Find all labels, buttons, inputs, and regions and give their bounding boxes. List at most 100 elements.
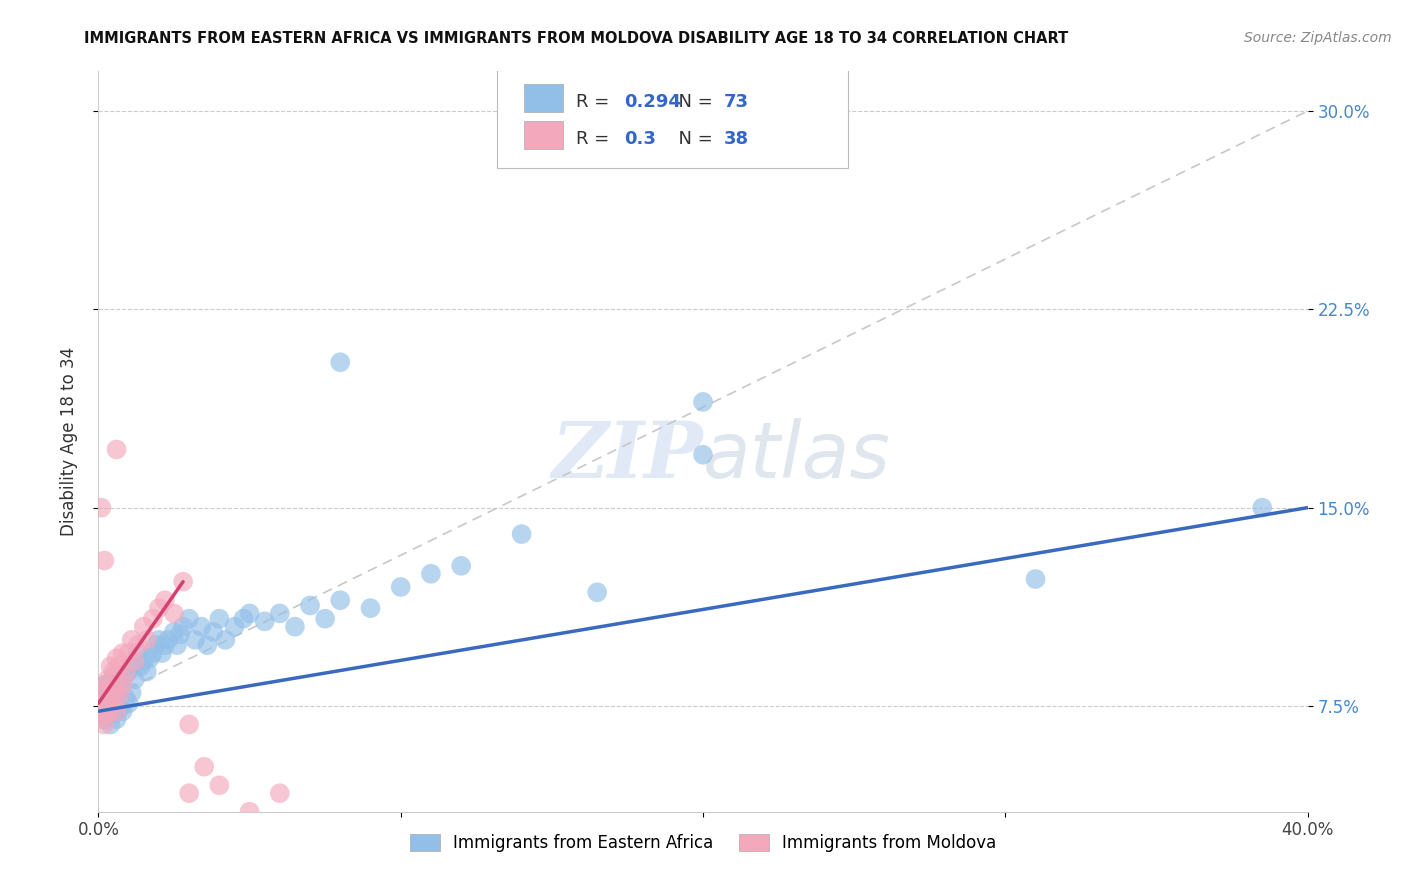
Point bbox=[105, 681, 128, 695]
Point bbox=[329, 593, 352, 607]
Point bbox=[224, 620, 246, 634]
Point bbox=[284, 620, 307, 634]
Point bbox=[111, 678, 134, 692]
Point bbox=[314, 612, 336, 626]
Point bbox=[360, 601, 382, 615]
Point bbox=[179, 786, 201, 800]
Point bbox=[105, 712, 128, 726]
Point bbox=[108, 701, 131, 715]
Point bbox=[129, 659, 152, 673]
Point bbox=[169, 627, 191, 641]
Point bbox=[124, 654, 146, 668]
Point bbox=[269, 607, 291, 621]
Point bbox=[148, 601, 170, 615]
Point bbox=[100, 675, 122, 690]
Point bbox=[105, 651, 128, 665]
Point bbox=[100, 659, 122, 673]
Point bbox=[145, 638, 167, 652]
Point bbox=[299, 599, 322, 613]
Text: ZIP: ZIP bbox=[551, 418, 703, 494]
Point bbox=[202, 624, 225, 639]
Point bbox=[692, 448, 714, 462]
Point bbox=[139, 651, 162, 665]
Point bbox=[105, 694, 128, 708]
Point bbox=[93, 681, 115, 695]
Point bbox=[111, 673, 134, 687]
Text: N =: N = bbox=[666, 130, 718, 148]
Point bbox=[195, 638, 218, 652]
Point bbox=[103, 681, 125, 695]
Text: R =: R = bbox=[576, 130, 614, 148]
FancyBboxPatch shape bbox=[498, 68, 848, 168]
Point bbox=[692, 395, 714, 409]
Point bbox=[90, 701, 112, 715]
Point bbox=[114, 667, 136, 681]
Point bbox=[114, 691, 136, 706]
Point bbox=[111, 646, 134, 660]
Point bbox=[90, 500, 112, 515]
Point bbox=[208, 778, 231, 792]
Point bbox=[108, 673, 131, 687]
Point bbox=[93, 678, 115, 692]
Point bbox=[96, 673, 118, 687]
Point bbox=[148, 632, 170, 647]
Point bbox=[142, 646, 165, 660]
Point bbox=[118, 696, 141, 710]
Point bbox=[329, 355, 352, 369]
Point bbox=[121, 686, 143, 700]
Point bbox=[389, 580, 412, 594]
Point bbox=[121, 632, 143, 647]
Point bbox=[132, 654, 155, 668]
Point bbox=[166, 638, 188, 652]
Point bbox=[93, 712, 115, 726]
Point bbox=[135, 665, 157, 679]
Point bbox=[156, 632, 179, 647]
FancyBboxPatch shape bbox=[524, 84, 562, 112]
Text: N =: N = bbox=[666, 94, 718, 112]
Point bbox=[90, 689, 112, 703]
Point bbox=[114, 667, 136, 681]
Point bbox=[93, 704, 115, 718]
Point bbox=[153, 593, 176, 607]
Point bbox=[93, 553, 115, 567]
Point bbox=[184, 632, 207, 647]
Point bbox=[124, 673, 146, 687]
Point bbox=[214, 632, 236, 647]
Point bbox=[90, 706, 112, 721]
Point bbox=[127, 638, 149, 652]
Point bbox=[179, 612, 201, 626]
Point bbox=[1251, 500, 1274, 515]
Point bbox=[586, 585, 609, 599]
Text: 0.3: 0.3 bbox=[624, 130, 657, 148]
Point bbox=[179, 717, 201, 731]
Point bbox=[100, 717, 122, 731]
Text: atlas: atlas bbox=[703, 418, 891, 494]
Point bbox=[1024, 572, 1046, 586]
Point bbox=[96, 694, 118, 708]
Point bbox=[103, 698, 125, 713]
Point bbox=[172, 574, 194, 589]
Point bbox=[96, 709, 118, 723]
Point bbox=[118, 646, 141, 660]
Text: Source: ZipAtlas.com: Source: ZipAtlas.com bbox=[1244, 31, 1392, 45]
Point bbox=[96, 686, 118, 700]
Point bbox=[103, 670, 125, 684]
Legend: Immigrants from Eastern Africa, Immigrants from Moldova: Immigrants from Eastern Africa, Immigran… bbox=[404, 828, 1002, 859]
Text: 73: 73 bbox=[724, 94, 748, 112]
Point bbox=[103, 706, 125, 721]
Point bbox=[96, 701, 118, 715]
Y-axis label: Disability Age 18 to 34: Disability Age 18 to 34 bbox=[59, 347, 77, 536]
Point bbox=[108, 689, 131, 703]
Point bbox=[193, 760, 215, 774]
Point bbox=[127, 646, 149, 660]
Point bbox=[103, 665, 125, 679]
Point bbox=[100, 681, 122, 695]
Point bbox=[163, 607, 186, 621]
Point bbox=[108, 689, 131, 703]
Point bbox=[239, 607, 262, 621]
Point bbox=[150, 646, 173, 660]
Point bbox=[103, 691, 125, 706]
Point bbox=[163, 624, 186, 639]
Point bbox=[105, 442, 128, 457]
Point bbox=[90, 712, 112, 726]
